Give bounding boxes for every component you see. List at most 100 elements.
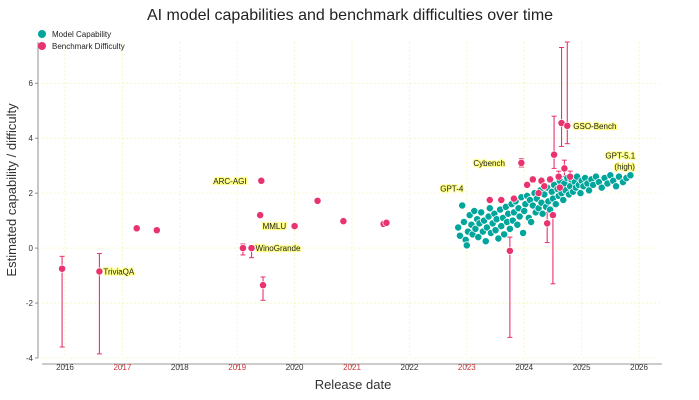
model-capability-point-72 [559,196,568,204]
annotation-label-1: ARC-AGI [213,177,246,186]
annotation-label-4: GPT-4 [440,184,464,193]
annotations: TriviaQA ARC-AGI WinoGrande MMLU GPT-4 Cybenc… [102,121,637,278]
annotation-label-3: MMLU [263,222,287,231]
x-tick-label-2016: 2016 [56,363,74,372]
benchmark-difficulty-point-16 [505,246,514,255]
legend-benchmark-difficulty-label: Benchmark Difficulty [52,42,125,51]
benchmark-difficulty-point-19 [523,180,532,189]
model-capability-point-29 [497,222,506,231]
model-capability-point-35 [505,224,514,233]
x-tick-label-2025: 2025 [573,363,591,372]
model-capability-point-26 [492,215,501,224]
benchmark-difficulty-point-2 [132,224,141,233]
benchmark-difficulty-point-11 [339,217,348,226]
axes: 2016 2017 2018 2019 2020 2021 2022 2023 2024 2025… [26,42,662,372]
model-capability-point-13 [474,233,483,242]
y-tick-label--4: -4 [26,354,34,363]
model-capability-point-3 [459,218,468,226]
model-capability-point-100 [614,172,623,181]
annotation-label-5: Cybench [473,159,505,168]
model-capability-point-19 [482,223,491,232]
annotation-label-0: TriviaQA [103,267,134,276]
benchmark-difficulty-point-20 [528,175,537,184]
y-tick-label-2: 2 [29,189,34,198]
benchmark-difficulty-point-33 [566,172,575,181]
model-capability-point-94 [597,183,606,192]
benchmark-difficulty-point-1 [95,267,104,276]
model-capability-point-84 [576,189,585,198]
model-capability-point-1 [455,231,464,240]
x-tick-label-2018: 2018 [171,363,189,372]
benchmark-difficulty-point-26 [548,211,557,220]
benchmark-difficulty-point-4 [238,244,247,253]
model-capability-point-27 [494,234,503,243]
benchmark-difficulty-point-6 [256,211,265,220]
benchmark-difficulty-point-18 [517,158,526,167]
legend-model-capability-label: Model Capability [52,30,111,39]
chart-title: AI model capabilities and benchmark diff… [147,7,553,24]
y-tick-label-4: 4 [29,134,34,143]
legend-benchmark-difficulty-swatch [38,42,46,50]
x-axis-title: Release date [315,377,392,392]
model-capability-point-2 [458,201,467,210]
model-capability-point-50 [527,218,536,226]
model-capability-point-67 [551,200,560,209]
model-capability-point-58 [538,209,547,218]
benchmark-difficulty-point-7 [257,176,266,185]
benchmark-difficulty-point-10 [313,196,322,205]
model-capability-point-25 [491,226,500,235]
x-tick-label-2022: 2022 [401,363,419,372]
model-capability-points [454,171,635,250]
model-capability-point-45 [520,207,529,215]
y-tick-label-6: 6 [29,79,34,88]
model-capability-point-40 [513,220,522,229]
x-tick-label-2024: 2024 [515,363,533,372]
model-capability-point-31 [500,230,509,239]
model-capability-point-15 [477,208,486,217]
benchmark-difficulty-point-21 [534,189,543,198]
model-capability-point-5 [462,241,471,250]
model-capability-point-18 [481,237,490,246]
x-tick-label-2021: 2021 [343,363,361,372]
model-capability-point-10 [470,207,479,215]
y-tick-label--2: -2 [26,299,34,308]
model-capability-point-99 [612,182,621,191]
benchmark-difficulty-point-27 [550,150,559,159]
benchmark-difficulty-point-13 [382,218,391,227]
benchmark-difficulty-point-5 [247,244,256,253]
model-capability-point-42 [515,212,524,221]
benchmark-difficulty-point-0 [58,264,67,273]
benchmark-difficulty-point-25 [546,175,555,184]
benchmark-difficulty-point-31 [560,164,569,173]
benchmark-difficulty-point-24 [543,219,552,228]
benchmark-difficulty-points [58,119,575,290]
model-capability-point-44 [519,229,528,237]
legend: Model Capability Benchmark Difficulty [38,30,125,51]
model-capability-point-0 [454,223,463,232]
model-capability-point-89 [585,186,594,195]
annotation-label-2: WinoGrande [256,244,301,253]
annotation-label-7: GPT-5.1 [605,151,635,160]
x-tick-label-2020: 2020 [286,363,304,372]
benchmark-difficulty-point-28 [554,172,563,181]
model-capability-point-21 [485,204,494,213]
legend-model-capability-swatch [38,30,46,38]
annotation-label-6: GSO-Bench [573,122,616,131]
benchmark-difficulty-point-14 [485,196,494,204]
model-capability-point-103 [626,171,635,180]
benchmark-difficulty-point-29 [555,183,564,192]
benchmark-difficulty-point-23 [540,182,549,191]
benchmark-difficulty-point-3 [152,226,161,235]
benchmark-difficulty-point-15 [497,196,506,204]
benchmark-difficulty-point-32 [563,121,572,130]
y-axis-title: Estimated capability / difficulty [4,103,19,277]
benchmark-difficulty-point-9 [290,222,299,231]
model-capability-point-11 [471,224,480,233]
benchmark-difficulty-point-8 [259,281,267,290]
annotation-label-8: (high) [614,162,635,171]
x-tick-label-2026: 2026 [630,363,648,372]
y-tick-label-0: 0 [29,244,34,253]
